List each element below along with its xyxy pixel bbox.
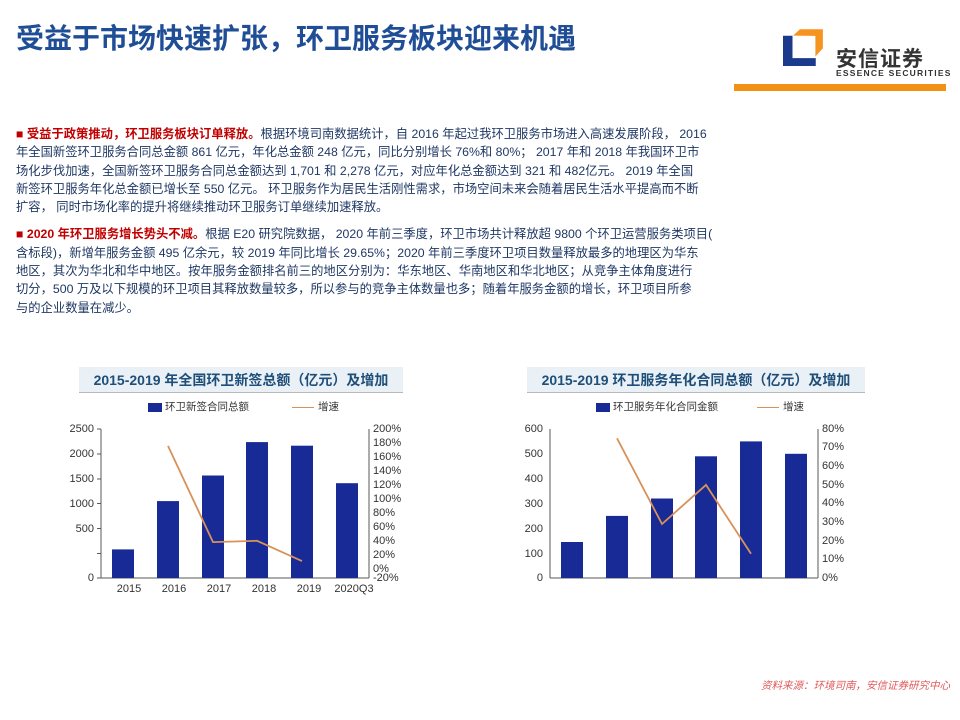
- svg-text:80%: 80%: [822, 423, 844, 435]
- svg-text:1500: 1500: [70, 473, 94, 485]
- svg-text:0: 0: [88, 572, 94, 584]
- svg-text:50%: 50%: [822, 479, 844, 491]
- svg-text:160%: 160%: [373, 451, 401, 463]
- svg-text:40%: 40%: [373, 535, 395, 547]
- svg-text:2015: 2015: [117, 583, 141, 595]
- svg-text:200%: 200%: [373, 423, 401, 435]
- svg-text:60%: 60%: [373, 521, 395, 533]
- svg-text:40%: 40%: [822, 497, 844, 509]
- svg-text:140%: 140%: [373, 465, 401, 477]
- svg-text:2017: 2017: [207, 583, 231, 595]
- svg-text:1000: 1000: [70, 498, 94, 510]
- svg-text:500: 500: [525, 448, 543, 460]
- svg-text:-20%: -20%: [373, 572, 399, 584]
- svg-text:10%: 10%: [822, 553, 844, 565]
- svg-text:600: 600: [525, 423, 543, 435]
- svg-text:2018: 2018: [252, 583, 276, 595]
- svg-text:500: 500: [76, 523, 94, 535]
- svg-text:0%: 0%: [822, 572, 838, 584]
- svg-text:100: 100: [525, 548, 543, 560]
- svg-text:20%: 20%: [373, 549, 395, 561]
- svg-text:60%: 60%: [822, 460, 844, 472]
- svg-text:180%: 180%: [373, 437, 401, 449]
- svg-text:300: 300: [525, 498, 543, 510]
- svg-text:120%: 120%: [373, 479, 401, 491]
- svg-text:2500: 2500: [70, 423, 94, 435]
- svg-text:100%: 100%: [373, 493, 401, 505]
- svg-text:2020Q3: 2020Q3: [334, 583, 373, 595]
- svg-text:2000: 2000: [70, 448, 94, 460]
- svg-text:20%: 20%: [822, 535, 844, 547]
- svg-text:30%: 30%: [822, 516, 844, 528]
- svg-text:2019: 2019: [297, 583, 321, 595]
- svg-text:80%: 80%: [373, 507, 395, 519]
- svg-text:2016: 2016: [162, 583, 186, 595]
- svg-text:200: 200: [525, 523, 543, 535]
- svg-text:70%: 70%: [822, 441, 844, 453]
- svg-text:0: 0: [537, 572, 543, 584]
- svg-text:400: 400: [525, 473, 543, 485]
